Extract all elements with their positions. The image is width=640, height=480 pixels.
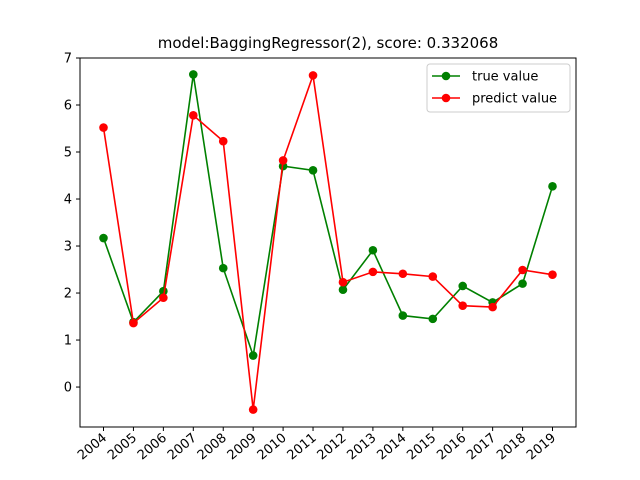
data-point [458, 301, 468, 311]
data-point [99, 233, 108, 243]
data-point [338, 285, 348, 295]
legend-label: predict value [472, 92, 557, 107]
data-point [99, 123, 108, 132]
data-point [248, 405, 258, 414]
legend-label: true value [472, 70, 538, 85]
data-point [218, 136, 228, 146]
data-point [398, 311, 408, 320]
data-point [189, 70, 198, 79]
x-tick-label: 2014 [374, 431, 409, 464]
y-tick-label: 5 [64, 146, 72, 161]
data-point [278, 156, 288, 165]
data-point [428, 314, 438, 324]
x-tick-label: 2008 [195, 431, 230, 464]
y-tick-label: 4 [64, 193, 72, 208]
legend-marker [441, 93, 451, 103]
data-point [308, 166, 318, 175]
y-tick-label: 2 [64, 287, 72, 302]
data-point [338, 277, 348, 287]
series-line [102, 75, 553, 410]
data-point [218, 263, 228, 273]
x-tick-label: 2011 [285, 431, 320, 464]
data-point [548, 270, 557, 279]
y-tick-label: 3 [64, 240, 72, 255]
data-point [518, 265, 527, 275]
x-tick-label: 2005 [105, 431, 140, 464]
data-point [308, 71, 318, 80]
plot-area [79, 57, 577, 428]
y-tick-label: 1 [64, 334, 72, 349]
x-tick-label: 2017 [464, 431, 499, 464]
x-tick-label: 2010 [255, 431, 290, 464]
data-point [159, 293, 168, 303]
data-point [368, 245, 378, 255]
x-tick-label: 2019 [524, 431, 559, 464]
x-tick-label: 2004 [75, 431, 110, 464]
legend-box [426, 63, 571, 113]
x-tick-label: 2013 [344, 431, 379, 464]
data-point [518, 279, 527, 288]
chart-title: model:BaggingRegressor(2), score: 0.3320… [158, 34, 499, 52]
x-tick-label: 2007 [165, 431, 200, 464]
y-tick-label: 7 [64, 52, 72, 67]
data-point [488, 302, 497, 312]
data-point [368, 267, 378, 277]
y-tick-label: 0 [64, 381, 72, 396]
legend: true value predict value [426, 63, 571, 113]
series-line [102, 74, 554, 356]
data-point [458, 281, 468, 291]
data-point [548, 182, 557, 191]
x-tick-label: 2015 [404, 431, 439, 464]
data-point [428, 272, 438, 281]
x-tick-label: 2016 [434, 431, 469, 464]
x-tick-label: 2006 [135, 431, 170, 464]
x-tick-label: 2018 [494, 431, 529, 464]
x-tick-label: 2012 [315, 431, 350, 464]
legend-marker [441, 71, 451, 81]
data-point [189, 111, 198, 120]
x-axis: 2004200520062007200820092010201120122013… [75, 427, 559, 463]
data-point [129, 318, 138, 328]
data-point [398, 269, 408, 279]
series-layer [99, 70, 557, 414]
data-point [248, 351, 258, 360]
series-1 [99, 71, 557, 414]
y-tick-label: 6 [64, 99, 72, 114]
x-tick-label: 2009 [225, 431, 260, 464]
series-0 [99, 70, 557, 360]
y-axis: 0 1 2 3 4 5 6 7 [64, 52, 80, 396]
